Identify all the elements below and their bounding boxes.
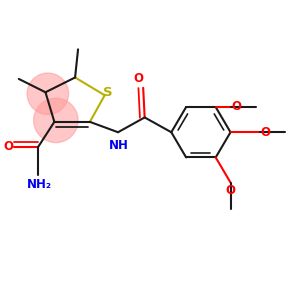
Text: O: O bbox=[134, 72, 144, 85]
Text: NH: NH bbox=[109, 139, 128, 152]
Text: S: S bbox=[103, 86, 113, 99]
Circle shape bbox=[27, 73, 69, 115]
Text: NH₂: NH₂ bbox=[27, 178, 52, 190]
Text: O: O bbox=[3, 140, 13, 153]
Text: O: O bbox=[261, 126, 271, 139]
Text: O: O bbox=[231, 100, 241, 113]
Circle shape bbox=[34, 98, 78, 142]
Text: O: O bbox=[226, 184, 236, 197]
